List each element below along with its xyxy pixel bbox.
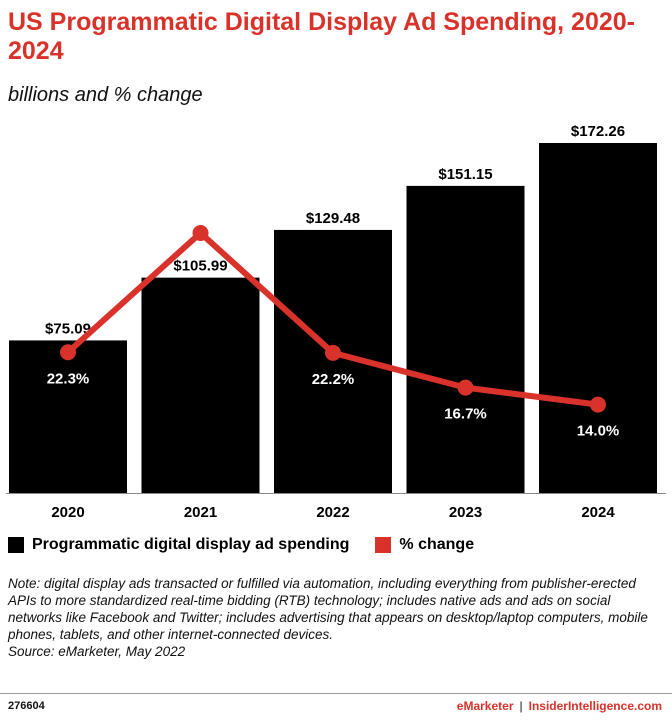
brand-separator: | (519, 699, 523, 713)
pct-label-2023: 16.7% (444, 406, 487, 423)
chart-title: US Programmatic Digital Display Ad Spend… (8, 8, 636, 65)
bar-2021 (141, 277, 260, 493)
legend: Programmatic digital display ad spending… (8, 536, 500, 554)
pct-point-2022 (325, 344, 341, 361)
legend-item-bars: Programmatic digital display ad spending (8, 536, 349, 554)
bar-2023 (406, 185, 525, 494)
pct-label-2024: 14.0% (577, 423, 620, 440)
legend-item-line: % change (375, 536, 474, 554)
brand-insider-intelligence: InsiderIntelligence.com (528, 699, 662, 713)
bar-value-label-2024: $172.26 (571, 123, 625, 140)
x-tick-label-2020: 2020 (51, 504, 84, 521)
pct-label-2022: 22.2% (312, 371, 355, 388)
x-tick-label-2024: 2024 (581, 504, 615, 521)
footer-brand: eMarketer | InsiderIntelligence.com (457, 699, 662, 713)
x-tick-label-2023: 2023 (449, 504, 482, 521)
note-text: Note: digital display ads transacted or … (8, 576, 648, 642)
legend-swatch-line (375, 537, 392, 553)
pct-point-2023 (457, 379, 474, 396)
x-tick-label-2021: 2021 (184, 504, 217, 521)
pct-point-2024 (590, 396, 606, 413)
footer-divider (0, 693, 672, 694)
pct-point-2020 (60, 344, 76, 361)
brand-emarketer: eMarketer (456, 699, 514, 713)
chart-id: 276604 (8, 700, 45, 712)
source-text: Source: eMarketer, May 2022 (8, 644, 186, 659)
pct-label-2021: 41.2% (179, 204, 222, 221)
pct-label-2020: 22.3% (47, 370, 90, 387)
legend-label-bars: Programmatic digital display ad spending (32, 536, 350, 553)
x-tick-label-2022: 2022 (316, 504, 349, 521)
bar-value-label-2021: $105.99 (173, 258, 227, 275)
pct-point-2021 (192, 224, 209, 241)
bar-value-label-2023: $151.15 (438, 166, 492, 183)
legend-swatch-bars (8, 537, 24, 553)
bar-2020 (9, 340, 127, 493)
bar-value-label-2022: $129.48 (306, 210, 360, 227)
bar-value-label-2020: $75.09 (45, 320, 91, 337)
legend-label-line: % change (399, 536, 475, 553)
bar-2024 (539, 143, 657, 493)
chart-subtitle: billions and % change (8, 84, 203, 106)
chart-area: $75.09 2020 $105.99 2021 $129.48 2022 $151.15 2… (6, 123, 666, 521)
note-block: Note: digital display ads transacted or … (8, 575, 664, 660)
